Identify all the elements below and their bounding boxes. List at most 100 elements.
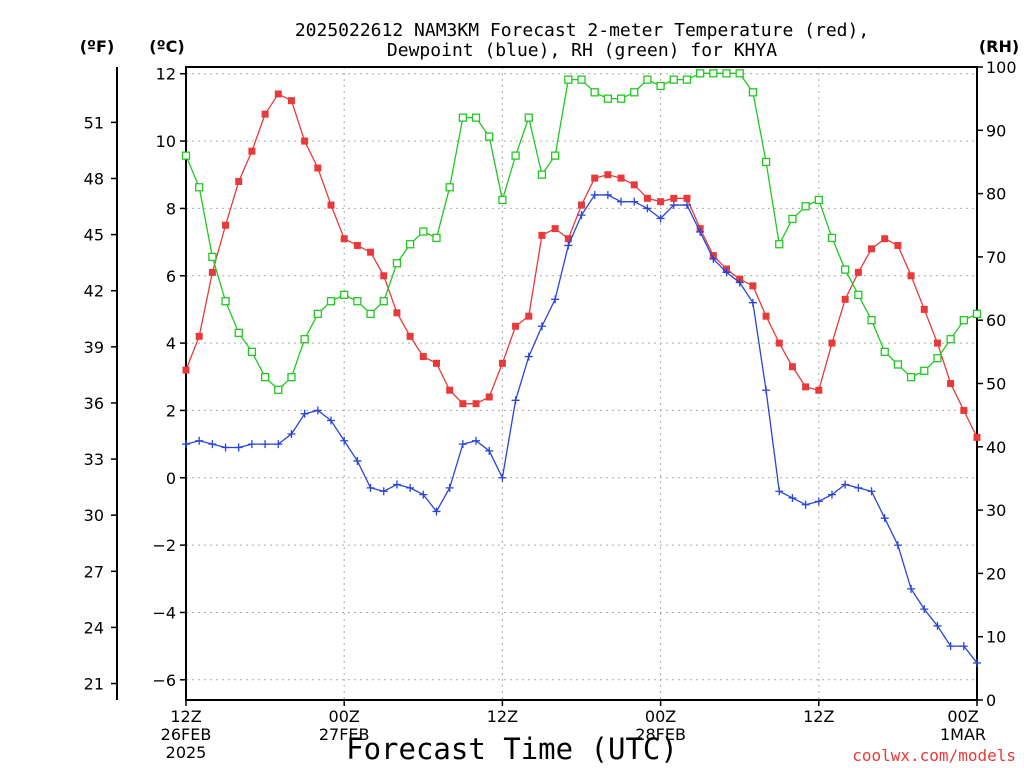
time-tick-label-4-1: 12Z [803, 707, 834, 726]
temperature-point-21 [459, 400, 467, 408]
dewpoint-point-14 [366, 483, 375, 492]
rh-point-37 [669, 75, 678, 84]
rh-point-59 [959, 316, 968, 325]
rh-point-30 [577, 75, 586, 84]
dewpoint-point-52 [867, 487, 876, 496]
dewpoint-point-34 [630, 197, 639, 206]
dewpoint-point-24 [498, 473, 507, 482]
rh-point-29 [564, 75, 573, 84]
fahrenheit-tick-label-2: 27 [84, 562, 104, 581]
celsius-tick-label-8: 10 [156, 132, 176, 151]
temperature-point-7 [274, 90, 282, 98]
temperature-point-37 [670, 194, 678, 202]
rh-point-11 [326, 297, 336, 306]
time-tick-label-1-2: 27FEB [319, 725, 370, 744]
rh-point-4 [234, 328, 243, 338]
temperature-point-48 [815, 386, 823, 394]
rh-point-5 [247, 347, 257, 357]
rh-point-6 [260, 373, 270, 382]
dewpoint-point-30 [577, 211, 586, 220]
rh-point-15 [379, 297, 388, 306]
celsius-tick-label-5: 4 [166, 334, 176, 353]
rh-point-0 [181, 151, 191, 160]
dewpoint-point-49 [827, 490, 836, 499]
time-tick-label-5-1: 00Z [947, 707, 978, 726]
rh-point-53 [880, 347, 889, 357]
rh-point-49 [827, 233, 837, 243]
dewpoint-point-20 [445, 483, 454, 492]
celsius-tick-label-6: 6 [166, 267, 176, 286]
dewpoint-point-22 [472, 436, 481, 445]
fahrenheit-tick-label-9: 48 [84, 169, 104, 188]
rh-point-19 [432, 233, 441, 243]
temperature-point-4 [235, 177, 243, 185]
rh-tick-label-4: 40 [986, 438, 1006, 457]
temperature-point-35 [643, 194, 651, 202]
temperature-point-2 [208, 268, 216, 276]
temperature-point-17 [406, 332, 414, 340]
dewpoint-point-1 [195, 436, 204, 445]
rh-tick-label-3: 30 [986, 501, 1006, 520]
dewpoint-point-9 [300, 409, 309, 418]
series-temperature [182, 90, 981, 441]
dewpoint-point-44 [762, 386, 771, 395]
rh-tick-label-5: 50 [986, 375, 1006, 394]
dewpoint-point-2 [208, 440, 217, 449]
chart-title-line2: Dewpoint (blue), RH (green) for KHYA [387, 40, 777, 61]
temperature-point-30 [578, 201, 585, 209]
dewpoint-point-6 [261, 440, 270, 449]
temperature-point-19 [432, 359, 440, 367]
rh-point-31 [590, 88, 599, 97]
rh-point-32 [603, 94, 613, 103]
rh-point-25 [511, 151, 520, 160]
rh-point-45 [775, 240, 784, 249]
chart-title-line1: 2025022612 NAM3KM Forecast 2-meter Tempe… [295, 20, 869, 41]
rh-point-35 [643, 75, 652, 84]
celsius-tick-label-2: −2 [152, 536, 176, 555]
fahrenheit-tick-label-1: 24 [84, 618, 104, 637]
dewpoint-point-60 [973, 658, 981, 667]
temperature-point-18 [419, 353, 427, 361]
grid [186, 67, 977, 700]
temperature-point-10 [314, 164, 322, 172]
time-tick-label-1-1: 00Z [329, 707, 360, 726]
temperature-point-44 [762, 312, 770, 320]
dewpoint-point-19 [432, 507, 441, 516]
rh-point-10 [313, 309, 322, 319]
temperature-point-43 [749, 282, 757, 290]
temperature-point-33 [617, 174, 625, 182]
rh-point-2 [208, 252, 217, 262]
dewpoint-point-27 [537, 322, 546, 331]
temperature-point-46 [788, 363, 796, 371]
rh-point-47 [801, 202, 810, 211]
celsius-tick-label-0: −6 [152, 671, 176, 690]
temperature-point-12 [340, 235, 348, 243]
dewpoint-point-0 [182, 440, 190, 449]
dewpoint-point-40 [709, 254, 718, 263]
fahrenheit-tick-label-4: 33 [84, 450, 104, 469]
rh-point-16 [392, 259, 402, 268]
temperature-point-51 [854, 268, 862, 276]
dewpoint-point-5 [247, 440, 256, 449]
dewpoint-point-23 [485, 446, 494, 455]
fahrenheit-tick-label-6: 39 [84, 338, 104, 357]
dewpoint-point-59 [959, 642, 968, 651]
dewpoint-point-51 [854, 483, 863, 492]
dewpoint-point-42 [735, 278, 744, 287]
rh-tick-label-2: 20 [986, 564, 1006, 583]
rh-point-7 [274, 385, 283, 394]
fahrenheit-tick-label-10: 51 [84, 113, 104, 132]
rh-point-36 [656, 81, 665, 91]
dewpoint-point-4 [234, 443, 243, 452]
series-rh [181, 69, 982, 394]
rh-unit-label: (RH) [979, 37, 1019, 56]
temperature-line [185, 93, 978, 438]
rh-point-26 [524, 113, 533, 122]
temperature-point-53 [881, 235, 889, 243]
temperature-point-49 [828, 339, 836, 347]
time-tick-label-3-2: 28FEB [635, 725, 686, 744]
dewpoint-point-48 [814, 497, 823, 506]
rh-point-57 [933, 354, 942, 363]
